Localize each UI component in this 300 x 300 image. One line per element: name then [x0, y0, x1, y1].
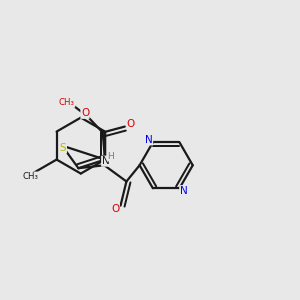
- Text: N: N: [145, 135, 153, 145]
- Text: CH₃: CH₃: [22, 172, 38, 181]
- Text: H: H: [107, 152, 114, 161]
- Text: N: N: [180, 186, 188, 196]
- Text: O: O: [81, 108, 89, 118]
- Text: N: N: [102, 156, 110, 166]
- Text: O: O: [111, 204, 119, 214]
- Text: CH₃: CH₃: [59, 98, 75, 107]
- Text: S: S: [60, 143, 67, 153]
- Text: O: O: [127, 119, 135, 129]
